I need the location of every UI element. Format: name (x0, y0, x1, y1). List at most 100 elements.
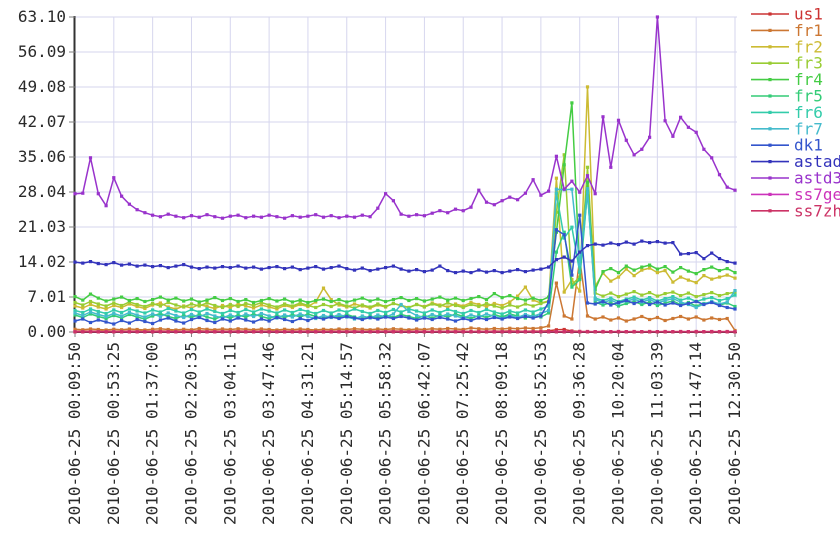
data-point (166, 212, 170, 216)
data-point (104, 263, 108, 267)
data-point (290, 300, 294, 304)
data-point (453, 319, 458, 323)
data-point (127, 262, 131, 266)
data-point (500, 327, 504, 331)
data-point (236, 313, 240, 317)
data-point (399, 327, 403, 331)
x-tick-label: 2010-06-25 10:20:04 (609, 342, 628, 525)
data-point (562, 314, 566, 318)
data-point (298, 316, 302, 321)
data-point (213, 317, 217, 321)
data-point (368, 305, 372, 309)
data-point (182, 313, 186, 318)
data-point (578, 270, 582, 274)
data-point (345, 267, 349, 271)
data-point (143, 319, 147, 324)
data-point (500, 296, 504, 300)
x-tick-label: 2010-06-25 03:47:46 (259, 342, 278, 525)
data-point (384, 192, 388, 196)
data-point (578, 190, 582, 194)
data-point (135, 309, 139, 313)
data-point (725, 273, 729, 277)
legend-label-fr3: fr3 (794, 54, 823, 73)
data-point (88, 260, 93, 264)
x-tick-label: 2010-06-25 11:47:14 (686, 342, 705, 525)
data-point (484, 200, 489, 204)
data-point (648, 135, 652, 139)
series-line-fr3 (74, 154, 736, 309)
data-point (259, 300, 263, 305)
data-point (415, 302, 419, 307)
data-point (120, 314, 124, 318)
data-point (213, 296, 217, 300)
data-point (446, 211, 450, 215)
data-point (135, 317, 139, 322)
data-point (298, 307, 302, 312)
data-point (399, 267, 403, 271)
data-point (306, 327, 310, 332)
data-point (679, 300, 683, 304)
data-point (283, 330, 287, 334)
data-point (601, 303, 605, 307)
data-point (244, 327, 248, 331)
data-point (88, 307, 93, 311)
data-point (73, 300, 77, 305)
data-point (174, 307, 178, 311)
data-point (516, 305, 520, 309)
data-point (415, 313, 419, 318)
data-point (104, 299, 108, 303)
data-point (679, 275, 683, 279)
data-point (648, 330, 652, 334)
data-point (523, 308, 527, 312)
data-point (655, 300, 659, 304)
data-point (283, 308, 287, 312)
x-tick-label: 2010-06-25 07:25:42 (453, 342, 472, 525)
data-point (686, 291, 690, 295)
data-point (127, 298, 131, 303)
data-point (484, 307, 489, 312)
data-point (593, 192, 597, 196)
data-point (484, 312, 489, 316)
series-line-fr4 (74, 102, 736, 304)
x-tick-label: 2010-06-25 11:03:39 (647, 342, 666, 525)
data-point (267, 305, 271, 309)
data-point (616, 271, 621, 275)
data-point (655, 267, 659, 271)
data-point (484, 317, 489, 322)
data-point (290, 328, 294, 332)
data-point (477, 295, 481, 299)
data-point (73, 308, 77, 313)
data-point (671, 299, 675, 303)
data-point (632, 317, 636, 321)
legend-marker-ss7ge (768, 192, 772, 196)
data-point (616, 300, 621, 305)
data-point (694, 315, 698, 319)
data-point (422, 330, 426, 334)
data-point (655, 315, 659, 320)
data-point (593, 330, 597, 334)
legend-label-dk1: dk1 (794, 136, 823, 155)
data-point (477, 188, 481, 192)
data-point (81, 328, 85, 332)
data-point (158, 264, 162, 268)
data-point (252, 214, 256, 218)
data-point (725, 305, 729, 310)
data-point (469, 318, 473, 323)
data-point (554, 187, 558, 191)
data-point (368, 215, 372, 219)
data-point (182, 263, 186, 267)
data-point (477, 330, 481, 334)
data-point (663, 318, 667, 323)
data-point (407, 330, 411, 334)
data-point (616, 295, 621, 299)
data-point (205, 304, 209, 309)
data-point (570, 330, 574, 334)
data-point (352, 307, 357, 311)
data-point (329, 299, 333, 304)
data-point (337, 298, 341, 302)
data-point (632, 295, 636, 299)
data-point (531, 296, 535, 300)
legend-item-astd3: astd3 (751, 169, 840, 188)
data-point (244, 266, 248, 270)
